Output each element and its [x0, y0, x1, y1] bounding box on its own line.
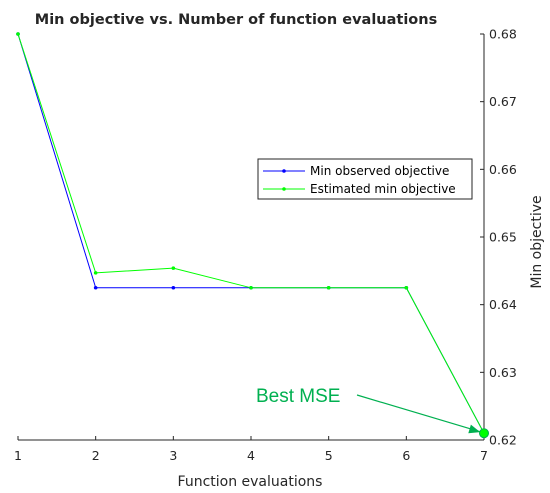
y-tick-label: 0.62 — [489, 433, 517, 448]
best-point-marker — [479, 428, 489, 439]
y-axis-label: Min objective — [529, 195, 545, 288]
x-tick-label: 4 — [247, 448, 255, 463]
series-2-point — [93, 271, 98, 275]
chart-title: Min objective vs. Number of function eva… — [35, 12, 437, 28]
legend-marker-2 — [282, 187, 286, 191]
x-tick-label: 7 — [480, 448, 488, 463]
x-axis-label: Function evaluations — [178, 474, 323, 490]
legend-marker-1 — [282, 169, 286, 173]
marker-layer — [16, 32, 489, 439]
series-2-point — [404, 285, 409, 290]
y-tick-label: 0.67 — [489, 94, 517, 109]
y-tick-label: 0.65 — [489, 230, 517, 245]
y-tick-label: 0.66 — [489, 162, 517, 177]
legend-box — [257, 158, 473, 200]
y-tick-label: 0.68 — [489, 27, 517, 42]
x-tick-label: 3 — [169, 448, 177, 463]
series-layer — [17, 33, 485, 434]
series-2-point — [171, 266, 176, 270]
series-1-point — [93, 285, 98, 290]
annotation-text: Best MSE — [256, 386, 340, 407]
y-tick-label: 0.63 — [489, 365, 517, 380]
axes: 1 2 3 4 5 6 70.62 0.63 0.64 0.65 0.66 0.67 0.68 — [14, 27, 517, 464]
series-1-point — [171, 285, 176, 290]
best-mse-annotation: Best MSE — [256, 386, 481, 434]
series-2-point — [326, 285, 331, 290]
legend-label-1: Min observed objective — [310, 164, 449, 178]
x-tick-label: 5 — [325, 448, 333, 463]
legend: Min observed objective Estimated min obje… — [257, 158, 473, 200]
x-tick-label: 2 — [92, 448, 100, 463]
x-tick-label: 1 — [14, 448, 22, 463]
y-tick-label: 0.64 — [489, 297, 517, 312]
legend-label-2: Estimated min objective — [310, 182, 456, 196]
series-line-1 — [17, 33, 485, 434]
series-line-2 — [17, 33, 485, 434]
series-2-point — [16, 32, 20, 36]
series-2-point — [249, 285, 253, 290]
x-tick-label: 6 — [402, 448, 410, 463]
annotation-arrow-line — [356, 394, 481, 433]
annotation-arrow-head — [468, 424, 481, 434]
